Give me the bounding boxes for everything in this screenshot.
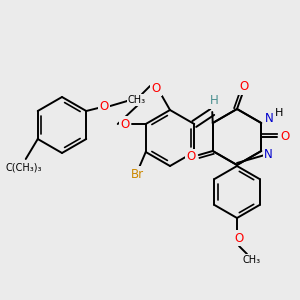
Text: O: O xyxy=(120,118,129,130)
Text: O: O xyxy=(186,151,195,164)
Text: O: O xyxy=(152,82,160,94)
Text: CH₃: CH₃ xyxy=(243,255,261,265)
Text: H: H xyxy=(210,94,219,107)
Text: N: N xyxy=(265,112,274,124)
Text: N: N xyxy=(264,148,273,160)
Text: CH₃: CH₃ xyxy=(128,95,146,105)
Text: H: H xyxy=(275,108,284,118)
Text: O: O xyxy=(234,232,244,244)
Text: Br: Br xyxy=(131,167,144,181)
Text: C(CH₃)₃: C(CH₃)₃ xyxy=(5,163,42,173)
Text: O: O xyxy=(280,130,290,143)
Text: O: O xyxy=(239,80,249,94)
Text: O: O xyxy=(100,100,109,112)
